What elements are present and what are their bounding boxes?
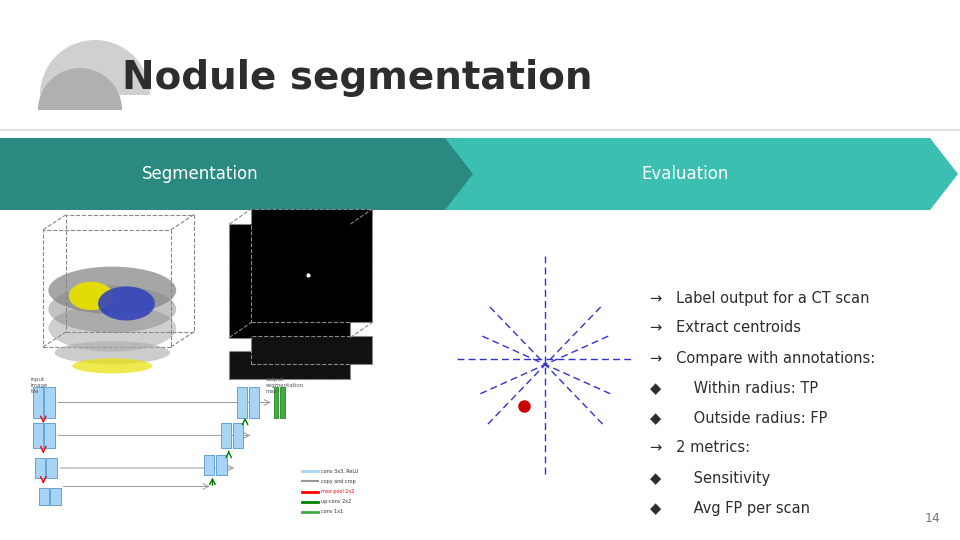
Bar — [229, 351, 350, 379]
Text: ◆       Avg FP per scan: ◆ Avg FP per scan — [650, 501, 810, 516]
Text: →   Extract centroids: → Extract centroids — [650, 321, 801, 335]
Bar — [39, 488, 49, 505]
Text: 14: 14 — [924, 512, 940, 525]
Bar — [274, 387, 278, 417]
Ellipse shape — [48, 267, 177, 314]
Bar — [229, 224, 350, 338]
Text: input
image
tile: input image tile — [31, 377, 48, 394]
Text: ◆       Sensitivity: ◆ Sensitivity — [650, 470, 770, 485]
Bar — [44, 387, 55, 417]
Bar — [44, 423, 55, 448]
Bar — [51, 488, 60, 505]
Bar — [46, 458, 57, 478]
Bar — [66, 214, 194, 332]
Wedge shape — [40, 40, 150, 95]
Text: conv 1x1: conv 1x1 — [321, 509, 343, 514]
Bar — [249, 387, 259, 417]
Polygon shape — [0, 138, 473, 210]
Text: conv 3x3, ReLU: conv 3x3, ReLU — [321, 469, 358, 474]
Bar — [33, 423, 43, 448]
Bar — [216, 455, 227, 475]
Text: copy and crop: copy and crop — [321, 479, 355, 484]
Bar — [237, 387, 247, 417]
Bar — [35, 458, 45, 478]
Bar — [221, 423, 230, 448]
Bar — [252, 335, 372, 364]
Text: Evaluation: Evaluation — [641, 165, 729, 183]
Ellipse shape — [69, 282, 113, 310]
Bar — [279, 387, 284, 417]
Text: output
segmentation
map: output segmentation map — [265, 377, 303, 394]
Bar — [232, 423, 243, 448]
Text: →   Compare with annotations:: → Compare with annotations: — [650, 350, 876, 366]
Bar — [33, 387, 43, 417]
Text: Segmentation: Segmentation — [142, 165, 258, 183]
Text: ◆       Outside radius: FP: ◆ Outside radius: FP — [650, 410, 828, 426]
Text: →   Label output for a CT scan: → Label output for a CT scan — [650, 291, 870, 306]
Text: ◆       Within radius: TP: ◆ Within radius: TP — [650, 381, 818, 395]
Text: →   2 metrics:: → 2 metrics: — [650, 441, 750, 456]
Ellipse shape — [55, 341, 170, 364]
Wedge shape — [38, 68, 122, 110]
Bar — [252, 209, 372, 322]
Ellipse shape — [48, 305, 177, 352]
Bar — [204, 455, 214, 475]
Ellipse shape — [98, 286, 155, 321]
Text: max pool 2x2: max pool 2x2 — [321, 489, 354, 494]
Polygon shape — [440, 138, 958, 210]
Text: Nodule segmentation: Nodule segmentation — [122, 59, 592, 97]
Ellipse shape — [48, 286, 177, 333]
Ellipse shape — [72, 359, 153, 374]
Bar — [43, 230, 171, 347]
Text: up-conv 2x2: up-conv 2x2 — [321, 499, 350, 504]
